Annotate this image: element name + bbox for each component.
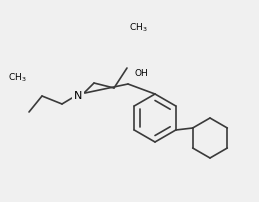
Text: N: N — [74, 91, 82, 101]
Text: OH: OH — [134, 69, 148, 79]
Text: CH$_3$: CH$_3$ — [8, 72, 26, 84]
Text: CH$_3$: CH$_3$ — [129, 22, 147, 34]
